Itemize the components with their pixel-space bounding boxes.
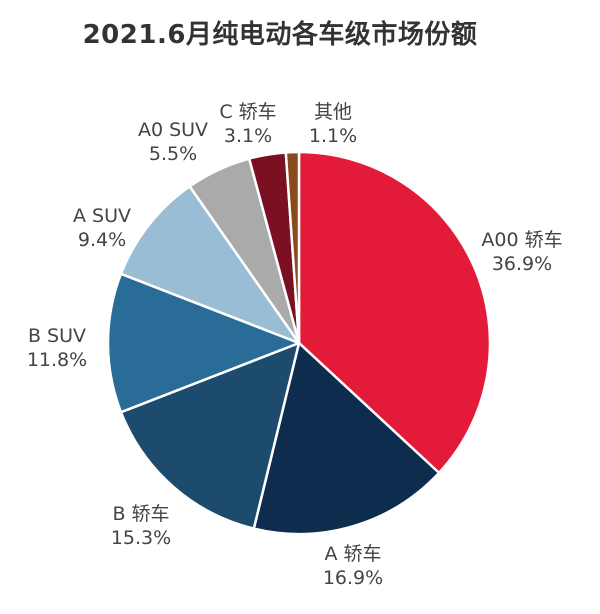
pie-slice-1 (252, 341, 441, 536)
slice-value-label-2: 15.3% (111, 527, 171, 549)
slice-value-label-1: 16.9% (323, 567, 383, 589)
slice-value-label-6: 3.1% (224, 125, 272, 147)
chart-title: 2021.6月纯电动各车级市场份额 (82, 20, 478, 50)
slice-value-label-0: 36.9% (492, 253, 552, 275)
slice-category-label-4: A SUV (73, 205, 131, 227)
slice-value-label-7: 1.1% (309, 125, 357, 147)
slice-category-label-6: C 轿车 (219, 101, 276, 123)
slice-category-label-2: B 轿车 (112, 503, 169, 525)
slice-category-label-0: A00 轿车 (481, 229, 562, 251)
slice-value-label-5: 5.5% (149, 143, 197, 165)
pie-slice-0 (297, 150, 492, 475)
slice-value-label-3: 11.8% (27, 349, 87, 371)
pie-slice-4 (119, 185, 301, 345)
slice-category-label-3: B SUV (28, 325, 86, 347)
slice-value-label-4: 9.4% (78, 229, 126, 251)
pie-slice-3 (106, 272, 301, 414)
slice-category-label-1: A 轿车 (324, 543, 381, 565)
slice-category-label-5: A0 SUV (138, 119, 208, 141)
pie-slice-7 (284, 150, 301, 345)
pie-slice-2 (119, 341, 301, 530)
slice-category-label-7: 其他 (314, 101, 352, 123)
